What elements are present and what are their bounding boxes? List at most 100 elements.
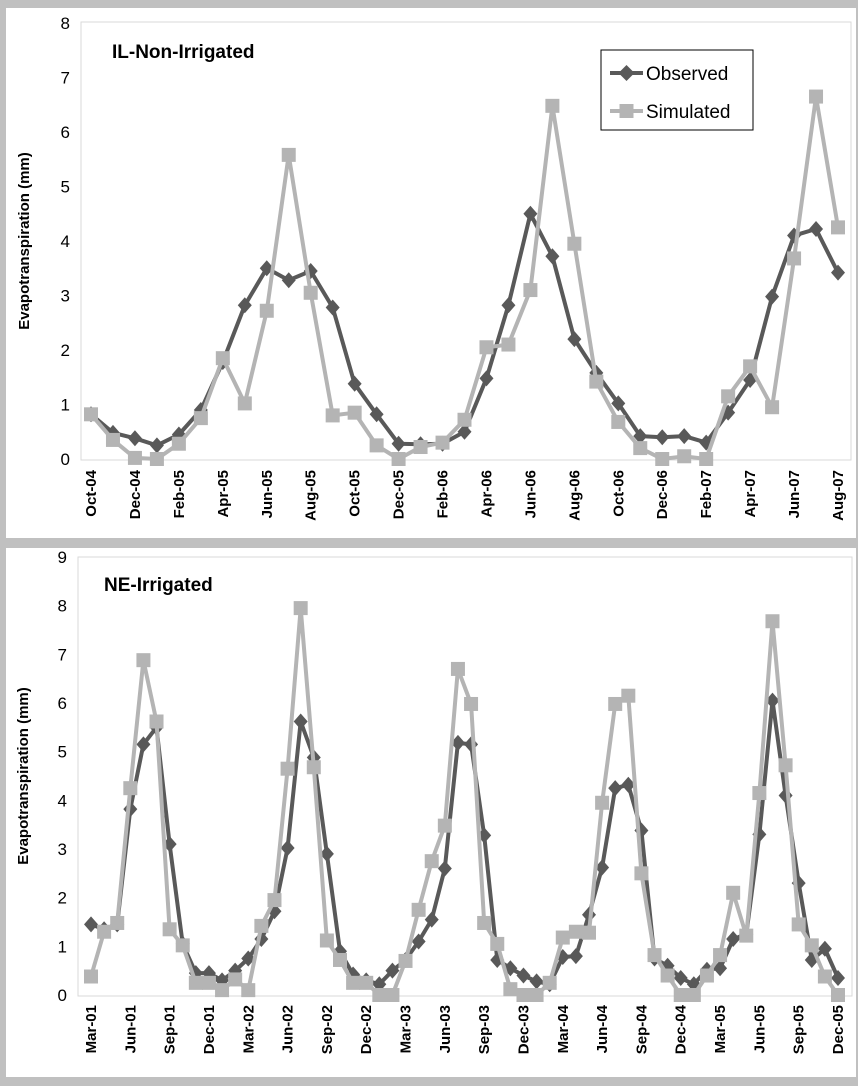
point-ne-observed-mar-01 xyxy=(84,916,98,933)
x-tick-label-ne-mar-02: Mar-02 xyxy=(240,1005,257,1053)
point-ne-observed-jun-04 xyxy=(595,859,610,876)
point-ne-observed-jul-01 xyxy=(136,736,151,753)
x-tick-label-ne-dec-03: Dec-03 xyxy=(515,1005,532,1054)
chart-title-ne: NE-Irrigated xyxy=(104,575,213,596)
point-ne-observed-apr-04 xyxy=(568,948,583,965)
point-il-simulated-may-06 xyxy=(501,337,516,352)
point-il-simulated-apr-06 xyxy=(479,340,494,355)
point-ne-simulated-mar-01 xyxy=(84,969,98,984)
y-tick-label-il-3: 3 xyxy=(61,287,70,306)
point-ne-simulated-dec-05 xyxy=(831,988,845,1002)
point-il-simulated-nov-05 xyxy=(369,438,384,453)
point-il-observed-mar-06 xyxy=(457,423,472,440)
point-ne-simulated-jun-02 xyxy=(280,761,295,776)
point-ne-simulated-jul-05 xyxy=(765,614,780,629)
point-il-simulated-may-05 xyxy=(237,396,252,411)
point-ne-simulated-dec-02 xyxy=(359,975,374,990)
point-il-simulated-dec-06 xyxy=(655,452,670,466)
point-il-observed-jan-07 xyxy=(677,428,692,445)
x-tick-label-il-dec-06: Dec-06 xyxy=(654,470,671,519)
point-ne-observed-jan-04 xyxy=(529,973,544,990)
point-il-simulated-aug-07 xyxy=(831,220,845,235)
y-tick-label-ne-1: 1 xyxy=(58,937,67,956)
point-ne-simulated-jan-05 xyxy=(686,988,701,1002)
point-ne-simulated-apr-01 xyxy=(97,924,112,939)
x-tick-label-il-oct-06: Oct-06 xyxy=(610,470,627,517)
y-tick-label-ne-2: 2 xyxy=(58,889,67,908)
point-ne-observed-jul-04 xyxy=(608,780,623,797)
point-il-simulated-apr-05 xyxy=(215,351,230,366)
x-tick-label-ne-jun-05: Jun-05 xyxy=(751,1005,768,1053)
x-tick-label-il-oct-05: Oct-05 xyxy=(347,470,364,517)
point-il-simulated-apr-07 xyxy=(743,359,758,374)
point-ne-simulated-sep-01 xyxy=(162,922,177,937)
x-tick-label-il-aug-05: Aug-05 xyxy=(303,470,320,521)
x-tick-label-il-jun-07: Jun-07 xyxy=(786,470,803,518)
point-ne-simulated-feb-04 xyxy=(542,975,557,990)
point-ne-simulated-nov-01 xyxy=(188,975,203,990)
point-ne-simulated-jul-01 xyxy=(136,653,151,668)
point-ne-simulated-apr-02 xyxy=(254,918,269,933)
point-ne-observed-aug-04 xyxy=(621,776,636,793)
point-ne-simulated-mar-02 xyxy=(241,983,256,998)
point-ne-simulated-jul-02 xyxy=(293,601,308,616)
y-tick-label-ne-9: 9 xyxy=(58,548,67,567)
x-tick-label-il-apr-05: Apr-05 xyxy=(215,470,232,518)
x-tick-label-ne-dec-01: Dec-01 xyxy=(201,1005,218,1054)
x-tick-label-ne-sep-04: Sep-04 xyxy=(633,1004,650,1054)
point-ne-observed-nov-05 xyxy=(817,940,832,957)
point-ne-observed-jun-03 xyxy=(437,860,452,877)
point-il-simulated-aug-05 xyxy=(303,285,318,300)
y-axis-label-ne: Evapotranspiration (mm) xyxy=(15,687,32,865)
point-ne-simulated-nov-05 xyxy=(817,969,832,984)
y-tick-label-il-2: 2 xyxy=(61,341,70,360)
point-ne-observed-jul-03 xyxy=(450,734,465,751)
point-ne-simulated-jun-03 xyxy=(437,818,452,833)
point-il-simulated-sep-06 xyxy=(589,374,604,389)
point-ne-simulated-aug-04 xyxy=(621,688,636,703)
point-ne-simulated-dec-03 xyxy=(516,988,531,1002)
point-ne-simulated-feb-02 xyxy=(228,972,243,987)
point-ne-simulated-oct-02 xyxy=(333,952,347,967)
x-tick-label-il-oct-04: Oct-04 xyxy=(83,469,100,516)
point-ne-simulated-jan-02 xyxy=(215,983,230,998)
x-tick-label-ne-jun-01: Jun-01 xyxy=(122,1005,139,1053)
x-tick-label-il-feb-07: Feb-07 xyxy=(698,470,715,518)
point-il-observed-apr-06 xyxy=(479,370,494,387)
point-ne-simulated-oct-05 xyxy=(804,938,819,953)
y-tick-label-ne-7: 7 xyxy=(58,645,67,664)
point-il-simulated-feb-05 xyxy=(171,436,186,451)
x-tick-label-il-feb-05: Feb-05 xyxy=(171,470,188,518)
x-tick-label-ne-sep-01: Sep-01 xyxy=(162,1005,179,1054)
point-il-simulated-dec-05 xyxy=(391,452,406,466)
x-tick-label-ne-sep-05: Sep-05 xyxy=(791,1005,808,1054)
point-il-simulated-mar-05 xyxy=(193,411,208,426)
point-il-simulated-sep-05 xyxy=(325,408,340,423)
point-ne-simulated-oct-04 xyxy=(647,948,662,963)
y-tick-label-il-7: 7 xyxy=(61,69,70,88)
plot-area-ne xyxy=(77,556,853,997)
point-il-observed-jun-06 xyxy=(523,205,538,222)
x-tick-label-ne-mar-05: Mar-05 xyxy=(712,1005,729,1053)
point-il-simulated-jun-07 xyxy=(787,251,802,266)
point-ne-simulated-feb-03 xyxy=(385,988,400,1002)
legend-observed-label: Observed xyxy=(646,64,728,85)
point-il-observed-jul-05 xyxy=(281,272,296,289)
point-ne-simulated-feb-05 xyxy=(699,968,714,983)
y-tick-label-ne-5: 5 xyxy=(58,743,67,762)
point-il-observed-aug-06 xyxy=(567,331,582,348)
point-ne-simulated-aug-01 xyxy=(149,714,164,729)
point-ne-observed-jul-05 xyxy=(765,692,780,709)
point-il-simulated-nov-06 xyxy=(633,441,648,456)
point-ne-simulated-may-02 xyxy=(267,893,282,908)
point-il-simulated-jun-06 xyxy=(523,283,538,298)
point-ne-observed-jun-01 xyxy=(123,801,138,818)
point-ne-simulated-nov-02 xyxy=(346,975,361,990)
point-ne-simulated-nov-03 xyxy=(503,982,518,997)
x-tick-label-ne-mar-01: Mar-01 xyxy=(83,1005,100,1053)
y-tick-label-ne-3: 3 xyxy=(58,840,67,859)
point-ne-simulated-may-04 xyxy=(582,925,596,940)
point-ne-observed-dec-05 xyxy=(831,969,845,986)
point-ne-simulated-aug-05 xyxy=(778,758,793,773)
x-tick-label-il-jun-06: Jun-06 xyxy=(522,470,539,518)
